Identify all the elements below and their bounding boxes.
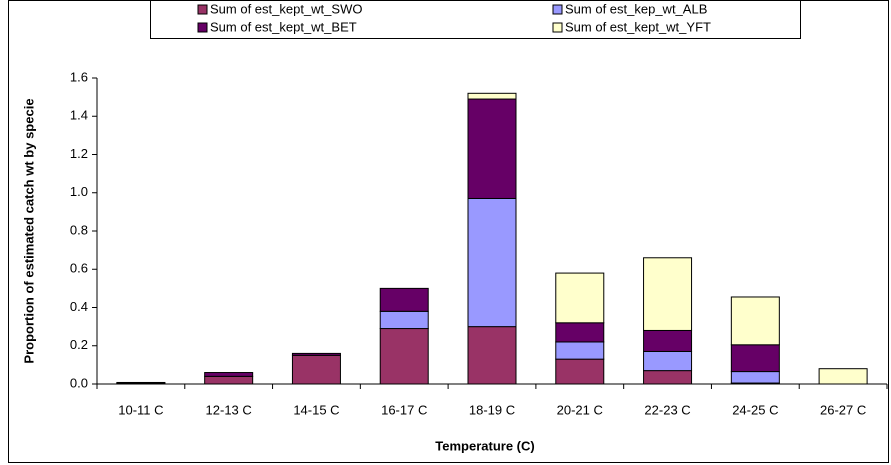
x-tick-label: 16-17 C bbox=[381, 402, 427, 417]
legend-swatch bbox=[197, 22, 208, 33]
bar-segment bbox=[730, 371, 780, 384]
legend-label: Sum of est_kept_wt_SWO bbox=[210, 1, 362, 16]
legend-label: Sum of est_kep_wt_ALB bbox=[565, 1, 707, 16]
bar-segment bbox=[643, 370, 693, 385]
legend-box bbox=[150, 0, 801, 39]
y-tick-label: 1.2 bbox=[70, 146, 88, 161]
bar-segment bbox=[818, 368, 868, 385]
bar-segment bbox=[730, 344, 780, 373]
y-tick-label: 1.6 bbox=[70, 69, 88, 84]
bar-segment bbox=[643, 257, 693, 331]
chart-frame bbox=[8, 0, 889, 463]
legend-swatch bbox=[552, 4, 563, 15]
bar-segment bbox=[204, 372, 254, 377]
y-tick-label: 0.6 bbox=[70, 261, 88, 276]
bar-segment bbox=[555, 322, 605, 343]
bar-segment bbox=[467, 197, 517, 328]
bar-segment bbox=[555, 341, 605, 360]
legend-swatch bbox=[197, 4, 208, 15]
y-tick-label: 1.4 bbox=[70, 108, 88, 123]
bar-segment bbox=[643, 329, 693, 352]
legend-label: Sum of est_kept_wt_BET bbox=[210, 19, 357, 34]
x-tick-label: 20-21 C bbox=[557, 402, 603, 417]
bar-segment bbox=[291, 352, 341, 356]
y-tick-label: 0.8 bbox=[70, 222, 88, 237]
bar-segment bbox=[467, 326, 517, 385]
x-tick-label: 12-13 C bbox=[206, 402, 252, 417]
bar-segment bbox=[204, 375, 254, 385]
bar-segment bbox=[291, 354, 341, 385]
bar-segment bbox=[730, 296, 780, 346]
x-tick-label: 10-11 C bbox=[118, 402, 163, 417]
legend-label: Sum of est_kept_wt_YFT bbox=[565, 19, 711, 34]
y-tick-label: 0.4 bbox=[70, 299, 88, 314]
x-tick-label: 24-25 C bbox=[732, 402, 778, 417]
x-axis-title: Temperature (C) bbox=[435, 438, 534, 453]
bar-segment bbox=[116, 381, 166, 384]
bar-segment bbox=[467, 92, 517, 100]
bar-segment bbox=[555, 272, 605, 324]
bar-segment bbox=[555, 358, 605, 385]
y-tick-label: 0.2 bbox=[70, 337, 88, 352]
bar-segment bbox=[379, 310, 429, 330]
bar-segment bbox=[379, 287, 429, 312]
bar-segment bbox=[379, 328, 429, 385]
x-tick-label: 18-19 C bbox=[469, 402, 515, 417]
x-tick-label: 26-27 C bbox=[820, 402, 866, 417]
legend-swatch bbox=[552, 22, 563, 33]
y-axis-title: Proportion of estimated catch wt by spec… bbox=[21, 98, 36, 363]
y-tick-label: 1.0 bbox=[70, 184, 88, 199]
x-tick-label: 22-23 C bbox=[644, 402, 690, 417]
x-tick-label: 14-15 C bbox=[293, 402, 339, 417]
bar-segment bbox=[467, 98, 517, 199]
bar-segment bbox=[643, 350, 693, 372]
y-tick-label: 0.0 bbox=[70, 375, 88, 390]
